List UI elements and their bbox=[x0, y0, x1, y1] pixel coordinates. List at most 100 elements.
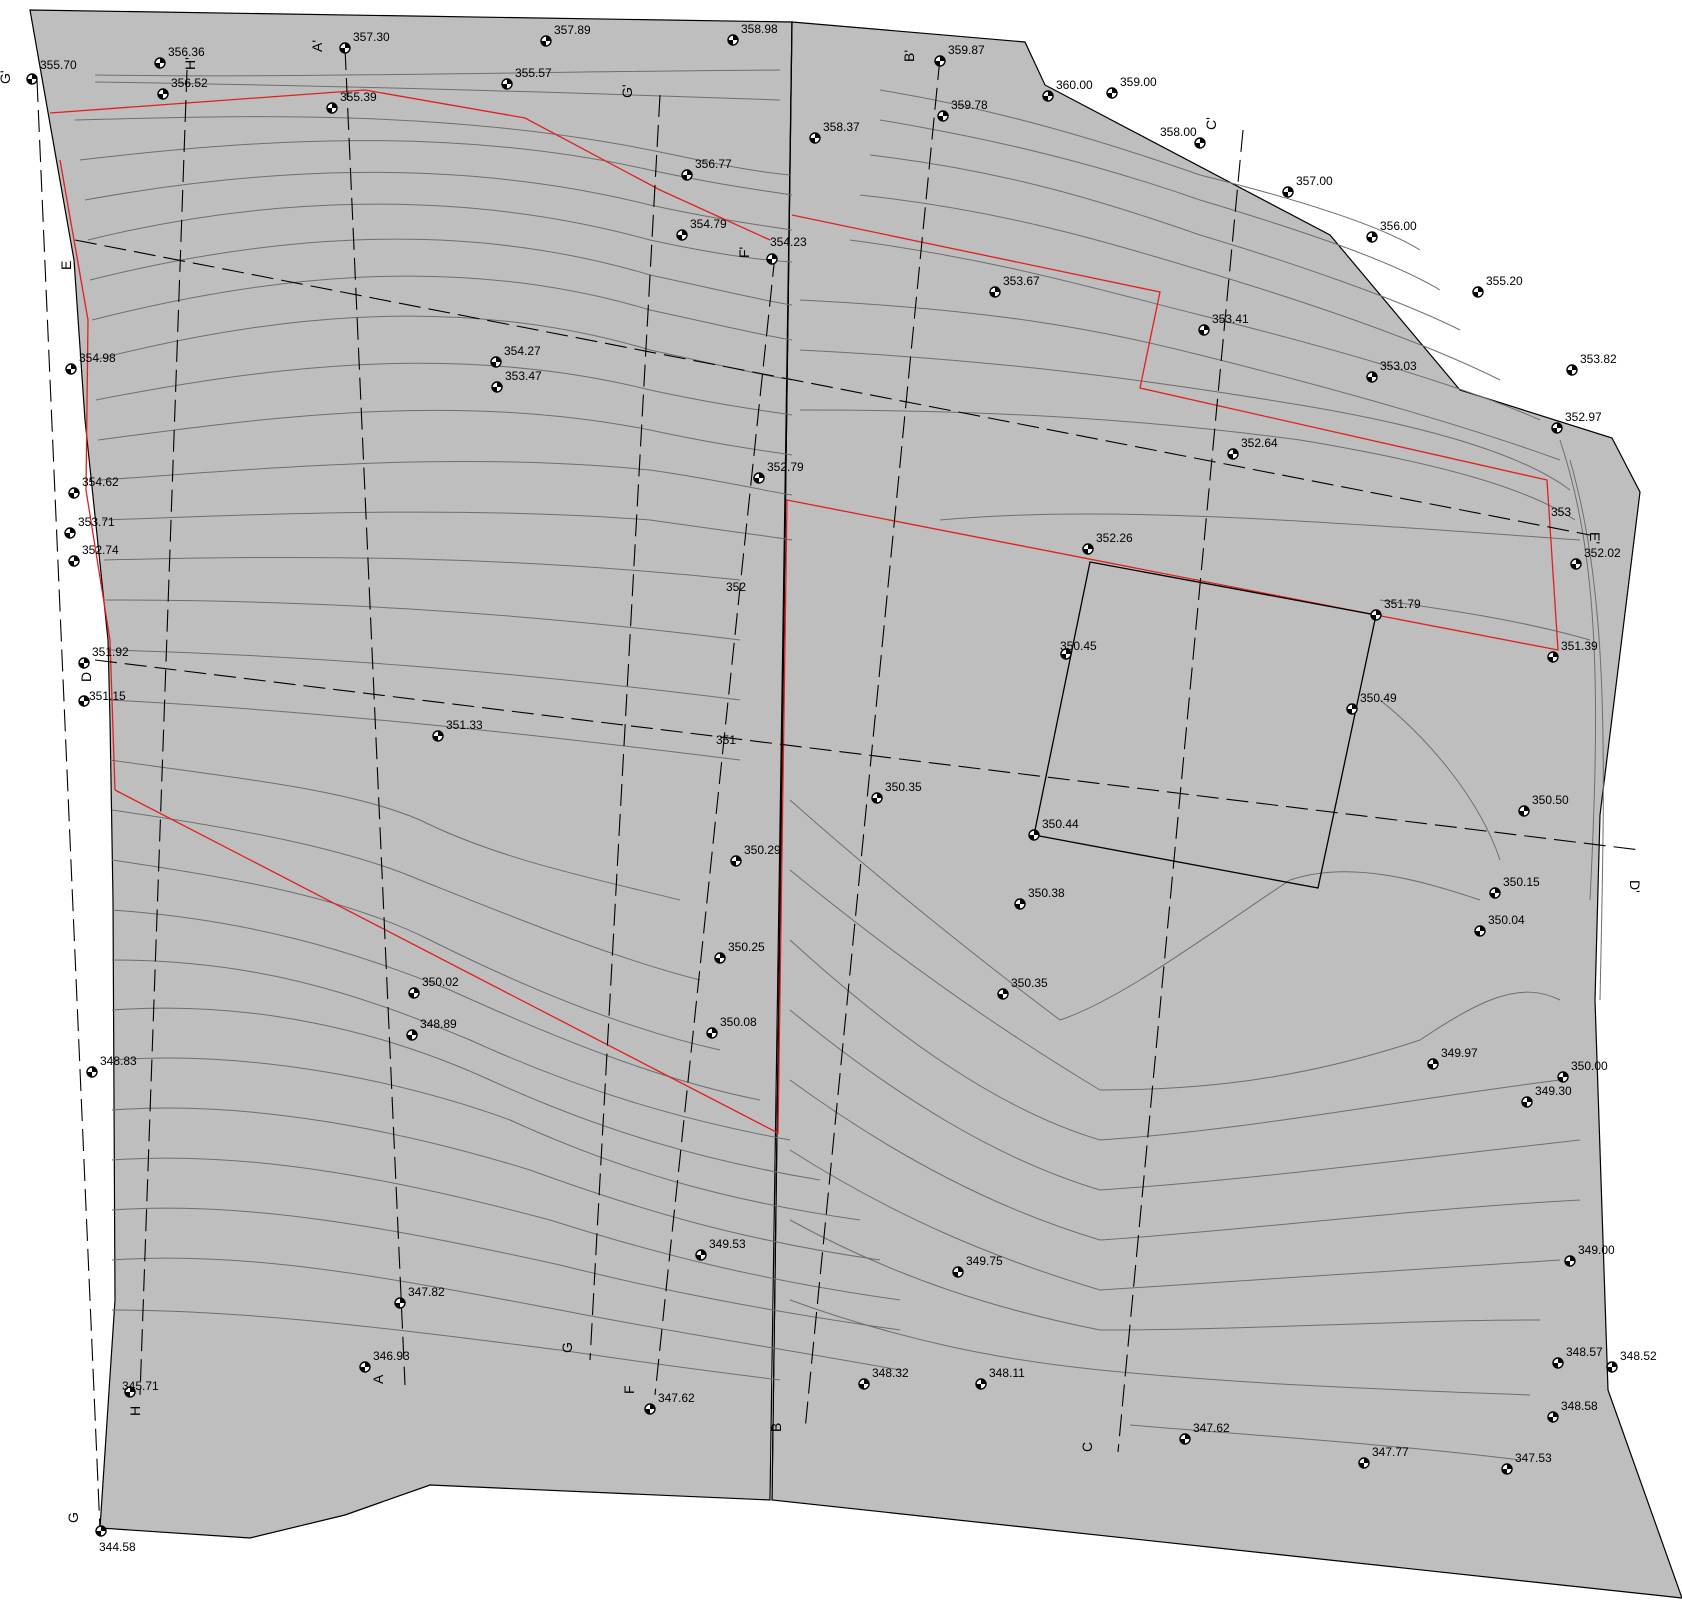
elevation-label: 352.02 bbox=[1584, 546, 1621, 560]
elevation-label: 353.03 bbox=[1380, 359, 1417, 373]
section-label: C bbox=[1079, 1442, 1095, 1452]
elevation-label: 348.58 bbox=[1561, 1399, 1598, 1413]
elevation-label: 350.50 bbox=[1532, 793, 1569, 807]
spot-elevation: 356.77 bbox=[681, 157, 732, 181]
elevation-label: 354.23 bbox=[770, 235, 807, 249]
spot-elevation: 352.97 bbox=[1551, 410, 1602, 434]
contour-labels: 353 352 351 bbox=[716, 505, 1571, 747]
survey-point-fill bbox=[1195, 138, 1205, 148]
spot-elevation: 346.93 bbox=[359, 1349, 410, 1373]
spot-elevation: 353.47 bbox=[491, 369, 542, 393]
survey-point-fill bbox=[541, 36, 551, 46]
survey-point-fill bbox=[953, 1267, 963, 1277]
survey-point-fill bbox=[935, 56, 945, 66]
spot-elevation: 351.39 bbox=[1547, 639, 1598, 663]
survey-point-fill bbox=[1061, 649, 1071, 659]
section-label: C' bbox=[1203, 117, 1219, 130]
spot-elevation: 353.71 bbox=[64, 515, 115, 539]
spot-elevation: 354.79 bbox=[676, 217, 727, 241]
spot-elevation: 354.27 bbox=[490, 344, 541, 368]
survey-point-fill bbox=[1553, 1358, 1563, 1368]
spot-elevation: 347.62 bbox=[1179, 1421, 1230, 1445]
section-lines bbox=[36, 47, 1641, 1531]
spot-elevation: 357.30 bbox=[339, 30, 390, 54]
spot-elevation: 355.20 bbox=[1472, 274, 1523, 298]
elevation-label: 353.47 bbox=[505, 369, 542, 383]
spot-elevation: 357.89 bbox=[540, 23, 591, 47]
elevation-label: 349.00 bbox=[1578, 1243, 1615, 1257]
spot-elevation: 351.79 bbox=[1370, 597, 1421, 621]
survey-point-fill bbox=[158, 89, 168, 99]
spot-elevation: 347.77 bbox=[1358, 1445, 1409, 1469]
spot-elevation: 348.58 bbox=[1547, 1399, 1598, 1423]
elevation-label: 347.77 bbox=[1372, 1445, 1409, 1459]
spot-elevation: 350.15 bbox=[1489, 875, 1540, 899]
elevation-label: 358.98 bbox=[741, 22, 778, 36]
elevation-label: 344.58 bbox=[99, 1540, 136, 1554]
survey-point-fill bbox=[492, 382, 502, 392]
elevation-label: 350.00 bbox=[1571, 1059, 1608, 1073]
contour-label: 352 bbox=[726, 580, 746, 594]
survey-point-fill bbox=[682, 170, 692, 180]
survey-point-fill bbox=[1228, 449, 1238, 459]
elevation-label: 348.89 bbox=[420, 1017, 457, 1031]
survey-point-fill bbox=[976, 1379, 986, 1389]
survey-point-fill bbox=[677, 230, 687, 240]
spot-elevation: 353.41 bbox=[1198, 312, 1249, 336]
spot-elevation: 350.49 bbox=[1346, 691, 1397, 715]
elevation-label: 348.11 bbox=[989, 1366, 1025, 1380]
boundary-line-southwest bbox=[114, 499, 1377, 1135]
elevation-label: 350.35 bbox=[1011, 976, 1048, 990]
spot-elevation: 348.83 bbox=[86, 1054, 137, 1078]
spot-elevation: 352.26 bbox=[1082, 531, 1133, 555]
elevation-label: 349.30 bbox=[1535, 1084, 1572, 1098]
elevation-label: 353.71 bbox=[78, 515, 115, 529]
section-label: A bbox=[370, 1374, 386, 1384]
section-line-a bbox=[344, 47, 406, 1386]
survey-point-fill bbox=[1428, 1059, 1438, 1069]
elevation-label: 347.62 bbox=[1193, 1421, 1230, 1435]
section-label: D' bbox=[1627, 880, 1643, 893]
boundary-line-east bbox=[791, 214, 1559, 651]
elevation-label: 350.29 bbox=[744, 843, 781, 857]
spot-elevation: 352.74 bbox=[68, 543, 119, 567]
survey-point-fill bbox=[1522, 1097, 1532, 1107]
elevation-label: 347.53 bbox=[1515, 1451, 1552, 1465]
spot-elevation: 358.98 bbox=[727, 22, 778, 46]
spot-elevation: 347.62 bbox=[644, 1391, 695, 1415]
section-label: F bbox=[621, 1385, 637, 1394]
spot-elevation: 350.00 bbox=[1557, 1059, 1608, 1083]
contour-label: 351 bbox=[716, 733, 736, 747]
spot-elevation: 352.79 bbox=[753, 460, 804, 484]
survey-point-fill bbox=[1371, 610, 1381, 620]
spot-elevation: 356.36 bbox=[154, 45, 205, 69]
elevation-label: 348.52 bbox=[1620, 1349, 1657, 1363]
elevation-label: 355.70 bbox=[40, 58, 77, 72]
survey-point-fill bbox=[340, 43, 350, 53]
spot-elevation: 359.00 bbox=[1106, 75, 1157, 99]
survey-point-fill bbox=[859, 1379, 869, 1389]
survey-point-fill bbox=[1519, 806, 1529, 816]
elevation-label: 351.33 bbox=[446, 718, 483, 732]
survey-point-fill bbox=[728, 35, 738, 45]
survey-point-fill bbox=[872, 793, 882, 803]
elevation-label: 353.67 bbox=[1003, 274, 1040, 288]
spot-elevation-markers: 355.70 356.36 356.52 357.30 355.39 357.89 355.… bbox=[26, 22, 1657, 1554]
spot-elevation: 355.70 bbox=[26, 58, 77, 85]
survey-point-fill bbox=[1567, 365, 1577, 375]
survey-point-fill bbox=[502, 79, 512, 89]
elevation-label: 350.44 bbox=[1042, 817, 1079, 831]
elevation-label: 348.57 bbox=[1566, 1345, 1603, 1359]
elevation-label: 353.41 bbox=[1212, 312, 1249, 326]
survey-point-fill bbox=[155, 58, 165, 68]
spot-elevation: 355.57 bbox=[501, 66, 552, 90]
section-line-d bbox=[94, 659, 1641, 851]
survey-point-fill bbox=[1548, 1412, 1558, 1422]
spot-elevation: 350.45 bbox=[1060, 639, 1097, 660]
survey-point-fill bbox=[1548, 652, 1558, 662]
spot-elevation: 353.67 bbox=[989, 274, 1040, 298]
survey-point-fill bbox=[1107, 88, 1117, 98]
elevation-label: 347.82 bbox=[408, 1285, 445, 1299]
survey-point-fill bbox=[1565, 1256, 1575, 1266]
section-labels: A A' B B' C C' D D' E E' F F' G G' G G' H H' bbox=[0, 40, 1643, 1523]
